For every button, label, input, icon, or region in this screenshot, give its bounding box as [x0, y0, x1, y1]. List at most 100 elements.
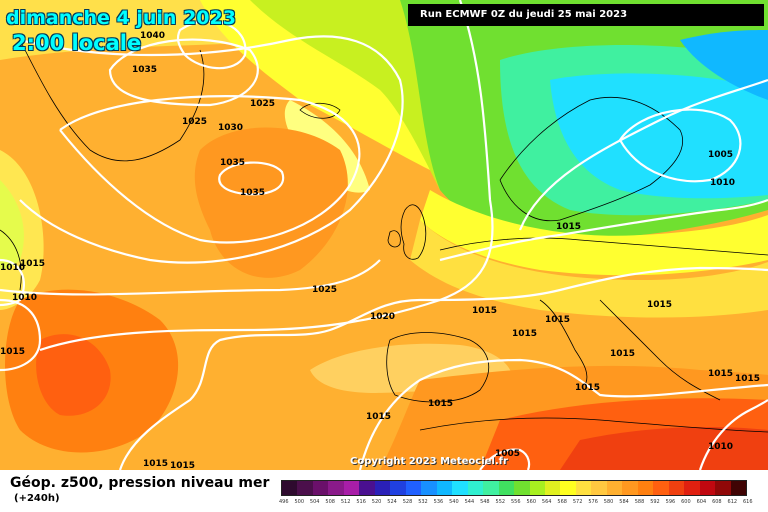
- legend-tick-label: 584: [619, 499, 629, 505]
- legend-tick-label: 564: [541, 499, 552, 505]
- color-legend-ticks: 496 500 504 508 512 516 520 524 528 532 536 540 544 5…: [279, 499, 757, 509]
- isobar-label: 1020: [370, 312, 395, 322]
- legend-swatch: [730, 481, 747, 495]
- legend-swatch: [343, 481, 360, 495]
- isobar-label: 1015: [512, 329, 537, 339]
- legend-tick-label: 600: [681, 499, 691, 505]
- legend-swatch: [591, 481, 607, 495]
- legend-tick-label: 532: [418, 499, 428, 505]
- legend-swatch: [483, 481, 499, 495]
- lead-time-label: (+240h): [14, 493, 60, 504]
- coast-newfoundland: [0, 229, 22, 291]
- legend-tick-label: 576: [588, 499, 598, 505]
- legend-tick-label: 540: [449, 499, 459, 505]
- color-legend-bar: [281, 480, 747, 496]
- legend-tick-label: 516: [356, 499, 366, 505]
- legend-swatch: [328, 481, 344, 495]
- field-yellow-europe: [420, 190, 768, 276]
- legend-swatch: [575, 481, 592, 495]
- legend-swatch: [390, 481, 406, 495]
- isobar-1035-high: [218, 161, 285, 196]
- legend-tick-label: 496: [279, 499, 289, 505]
- legend-tick-label: 536: [433, 499, 444, 505]
- isobar-1035-north: [108, 38, 259, 107]
- legend-swatch: [405, 481, 422, 495]
- legend-tick-label: 544: [464, 499, 475, 505]
- isobar-label: 1015: [366, 412, 391, 422]
- legend-footer: Géop. z500, pression niveau mer (+240h) …: [0, 470, 768, 512]
- isobar-label: 1010: [710, 178, 735, 188]
- legend-swatch: [715, 481, 731, 495]
- legend-tick-label: 524: [387, 499, 397, 505]
- isobar-label: 1015: [556, 222, 581, 232]
- isobar-1005-scandinavia: [618, 108, 742, 183]
- coast-iceland: [299, 102, 341, 119]
- coast-iberia: [386, 332, 489, 403]
- legend-swatch: [498, 481, 515, 495]
- legend-swatch: [452, 481, 468, 495]
- isobar-label: 1010: [0, 263, 25, 273]
- legend-swatch: [684, 481, 700, 495]
- legend-swatch: [421, 481, 437, 495]
- legend-swatch: [637, 481, 654, 495]
- isobar-label: 1035: [240, 188, 265, 198]
- legend-swatch: [544, 481, 561, 495]
- field-yellow-west-edge: [0, 150, 44, 310]
- legend-tick-label: 500: [294, 499, 304, 505]
- isobar-1015-iberia: [358, 358, 768, 470]
- isobar-label: 1030: [218, 123, 243, 133]
- legend-tick-label: 520: [371, 499, 382, 505]
- coast-italy: [539, 299, 588, 386]
- field-blue-corner: [680, 30, 768, 100]
- legend-tick-label: 588: [634, 499, 645, 505]
- legend-swatch: [359, 481, 375, 495]
- legend-tick-label: 572: [572, 499, 583, 505]
- isobar-label: 1005: [495, 449, 520, 459]
- coast-north-africa: [419, 417, 768, 433]
- legend-tick-label: 512: [340, 499, 351, 505]
- isobar-1010-southeast: [698, 399, 768, 470]
- legend-tick-label: 608: [712, 499, 722, 505]
- coast-scandinavia: [499, 96, 683, 222]
- isobar-1025-mid: [0, 259, 381, 296]
- legend-swatch: [297, 481, 313, 495]
- isobar-label: 1015: [170, 461, 195, 470]
- legend-tick-label: 504: [309, 499, 320, 505]
- isobar-label: 1010: [12, 293, 37, 303]
- legend-tick-label: 552: [495, 499, 506, 505]
- map-canvas: 1040 1035 1025 1030 1035 1035 1025 1015 …: [0, 0, 768, 470]
- isobar-label: 1015: [143, 459, 168, 469]
- legend-tick-label: 612: [727, 499, 738, 505]
- isobar-1015-south: [118, 266, 768, 470]
- field-cyan-scandinavia: [550, 73, 768, 199]
- isobar-label: 1005: [708, 150, 733, 160]
- isobar-label: 1015: [575, 383, 600, 393]
- isobar-label: 1015: [735, 374, 760, 384]
- legend-swatch: [374, 481, 391, 495]
- isobar-1010-west: [0, 258, 25, 307]
- legend-tick-label: 616: [743, 499, 753, 505]
- copyright-notice: Copyright 2023 Meteociel.fr: [350, 456, 508, 467]
- legend-swatch: [312, 481, 329, 495]
- isobar-label: 1025: [312, 285, 337, 295]
- isobar-1040: [176, 19, 247, 70]
- legend-swatch: [529, 481, 545, 495]
- isobar-label: 1035: [132, 65, 157, 75]
- coast-ireland: [387, 230, 401, 248]
- isobar-label: 1015: [472, 306, 497, 316]
- legend-swatch: [622, 481, 638, 495]
- isobar-label: 1025: [250, 99, 275, 109]
- legend-swatch: [699, 481, 716, 495]
- legend-swatch: [560, 481, 576, 495]
- isobar-1030: [59, 95, 361, 244]
- isobar-label: 1015: [428, 399, 453, 409]
- field-yellow-orange-europe: [410, 220, 768, 318]
- isobar-1025-north: [19, 35, 404, 264]
- run-info-banner: Run ECMWF 0Z du jeudi 25 mai 2023: [408, 4, 764, 26]
- isobar-label: 1015: [647, 300, 672, 310]
- legend-tick-label: 508: [325, 499, 335, 505]
- isobar-label: 1025: [182, 117, 207, 127]
- isobar-label: 1015: [708, 369, 733, 379]
- isobar-label: 1015: [610, 349, 635, 359]
